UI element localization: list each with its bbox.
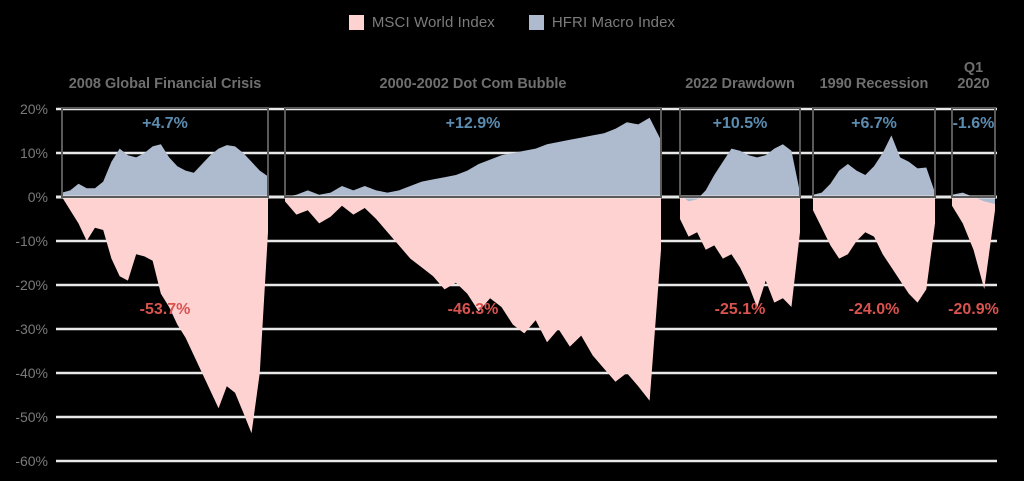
series-areas	[62, 117, 995, 434]
panel-header-dotcom: 2000-2002 Dot Com Bubble	[379, 76, 567, 92]
panel-header-q12020: Q1 2020	[957, 60, 990, 92]
y-axis-tick-5: -30%	[15, 321, 48, 337]
y-axis-tick-7: -50%	[15, 409, 48, 425]
positive-value-q12020: -1.6%	[952, 115, 995, 132]
y-axis-tick-2: 0%	[27, 189, 48, 205]
panel-header-drawdown2022: 2022 Drawdown	[685, 76, 795, 92]
y-axis-tick-6: -40%	[15, 365, 48, 381]
panel-box-q12020	[951, 107, 996, 198]
y-axis-tick-8: -60%	[15, 453, 48, 469]
area-msci-drawdown2022	[680, 197, 800, 308]
panel-box-gfc	[61, 107, 269, 198]
area-hfri-drawdown2022	[680, 144, 800, 202]
area-msci-dotcom	[285, 197, 661, 401]
negative-value-dotcom: -46.3%	[447, 301, 499, 318]
area-hfri-gfc	[62, 144, 268, 197]
panel-header-recession1990: 1990 Recession	[819, 76, 929, 92]
positive-value-drawdown2022: +10.5%	[712, 115, 768, 132]
positive-value-dotcom: +12.9%	[445, 115, 501, 132]
area-hfri-q12020	[952, 192, 995, 205]
area-hfri-recession1990	[813, 135, 935, 197]
negative-value-q12020: -20.9%	[948, 301, 999, 318]
positive-value-recession1990: +6.7%	[851, 115, 897, 132]
y-axis-tick-1: 10%	[19, 145, 48, 161]
area-msci-gfc	[62, 197, 268, 434]
y-axis-tick-3: -10%	[15, 233, 48, 249]
y-axis: 20% 10% 0% -10% -20% -30% -40% -50% -60%	[0, 0, 56, 481]
negative-value-recession1990: -24.0%	[848, 301, 900, 318]
negative-value-gfc: -53.7%	[139, 301, 191, 318]
area-hfri-dotcom	[285, 117, 661, 197]
panel-boxes	[61, 107, 996, 198]
negative-value-drawdown2022: -25.1%	[714, 301, 766, 318]
y-axis-tick-4: -20%	[15, 277, 48, 293]
panel-box-drawdown2022	[679, 107, 801, 198]
area-msci-q12020	[952, 197, 995, 289]
panel-box-recession1990	[812, 107, 936, 198]
positive-value-gfc: +4.7%	[142, 115, 188, 132]
panel-header-gfc: 2008 Global Financial Crisis	[68, 76, 262, 92]
y-axis-tick-0: 20%	[19, 101, 48, 117]
area-msci-recession1990	[813, 197, 935, 303]
panel-box-dotcom	[284, 107, 662, 198]
